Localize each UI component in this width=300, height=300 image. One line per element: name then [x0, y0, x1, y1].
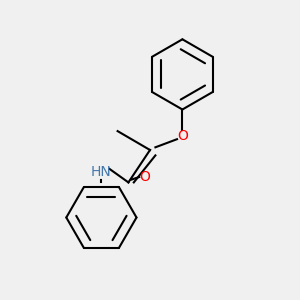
- Text: O: O: [177, 130, 188, 143]
- Text: O: O: [139, 170, 150, 184]
- Text: HN: HN: [91, 165, 112, 178]
